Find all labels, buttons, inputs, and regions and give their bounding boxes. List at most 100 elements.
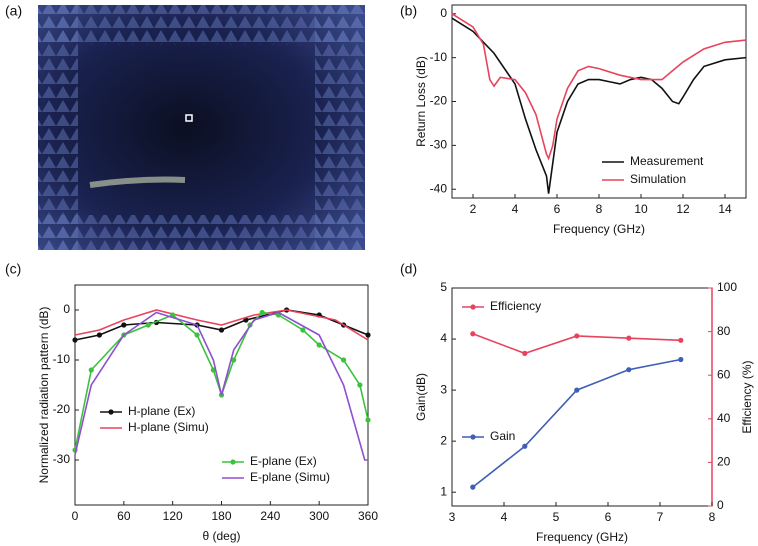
panel-label: (a) — [5, 3, 22, 19]
series-marker — [626, 367, 632, 373]
legend-marker — [108, 409, 114, 415]
y-axis-label: Return Loss (dB) — [414, 56, 428, 147]
series-marker — [470, 484, 476, 490]
y-tick-label: -40 — [430, 181, 448, 195]
y2-tick-label: 100 — [717, 280, 737, 294]
series-marker — [145, 322, 151, 328]
legend-label: Efficiency — [490, 299, 541, 313]
series-line — [74, 311, 368, 461]
series-marker — [470, 331, 476, 337]
series-marker — [678, 356, 684, 363]
series-marker — [194, 332, 200, 338]
series-marker — [357, 382, 363, 388]
legend-marker — [470, 434, 476, 440]
photo-background — [38, 5, 365, 250]
antenna — [185, 114, 193, 122]
y-axis-label: Gain(dB) — [414, 373, 428, 421]
legend-label: E-plane (Simu) — [250, 470, 330, 484]
y-tick-label: 0 — [440, 6, 447, 20]
y2-tick-label: 80 — [717, 324, 731, 338]
series-marker — [365, 417, 371, 423]
x-tick-label: 240 — [260, 509, 280, 523]
y-tick-label: -20 — [430, 94, 448, 108]
x-tick-label: 0 — [72, 509, 79, 523]
series-marker — [121, 322, 127, 328]
cable — [89, 176, 186, 188]
series-marker — [231, 357, 237, 363]
series-marker — [522, 350, 528, 356]
x-tick-label: 7 — [657, 510, 664, 524]
y-axis-label: Normalized radiation pattern (dB) — [37, 307, 51, 484]
series-marker — [218, 327, 225, 333]
series-marker — [678, 337, 684, 343]
x-tick-label: 120 — [163, 509, 183, 523]
series-marker — [316, 342, 322, 348]
series-line — [472, 358, 681, 488]
legend-label: H-plane (Simu) — [128, 420, 209, 434]
series-marker — [574, 333, 580, 339]
x-tick-label: 60 — [117, 509, 131, 523]
y-tick-label: 0 — [63, 302, 70, 316]
legend-marker — [230, 459, 236, 465]
panel-label: (d) — [400, 261, 417, 277]
series-marker — [340, 357, 347, 363]
y2-axis-label: Efficiency (%) — [740, 360, 754, 433]
x-tick-label: 4 — [512, 202, 519, 216]
x-tick-label: 5 — [553, 510, 560, 524]
series-marker — [96, 332, 103, 338]
x-tick-label: 4 — [501, 510, 508, 524]
legend-label: E-plane (Ex) — [250, 454, 317, 468]
x-tick-label: 3 — [449, 510, 456, 524]
y-tick-label: 2 — [440, 433, 447, 447]
series-marker — [300, 327, 306, 333]
series-marker — [259, 309, 265, 316]
y2-tick-label: 0 — [717, 498, 724, 512]
x-axis-label: Frequency (GHz) — [536, 530, 628, 544]
panel-label: (b) — [400, 3, 417, 19]
y-tick-label: -10 — [53, 352, 71, 366]
photo-cones — [38, 5, 78, 250]
x-tick-label: 6 — [554, 202, 561, 216]
x-tick-label: 8 — [709, 510, 716, 524]
y-tick-label: -30 — [53, 452, 71, 466]
legend-label: Gain — [490, 429, 515, 443]
x-tick-label: 6 — [605, 510, 612, 524]
series-marker — [574, 387, 580, 393]
photo-cones — [38, 215, 365, 250]
legend-marker — [470, 304, 476, 310]
x-axis-label: θ (deg) — [202, 529, 240, 543]
x-tick-label: 14 — [718, 202, 732, 216]
series-marker — [522, 443, 528, 449]
y-tick-label: 3 — [440, 382, 447, 396]
photo — [38, 5, 365, 250]
series-line — [451, 17, 747, 194]
y-tick-label: -20 — [53, 402, 71, 416]
legend-label: Simulation — [630, 172, 686, 186]
x-tick-label: 10 — [634, 202, 648, 216]
x-tick-label: 360 — [358, 509, 378, 523]
series-marker — [365, 332, 371, 338]
series-marker — [626, 335, 632, 341]
y2-tick-label: 60 — [717, 367, 731, 381]
photo-cones — [38, 5, 365, 45]
series-line — [74, 311, 369, 451]
y2-tick-label: 20 — [717, 455, 731, 469]
x-tick-label: 12 — [676, 202, 690, 216]
x-axis-label: Frequency (GHz) — [553, 222, 645, 236]
series-marker — [72, 337, 78, 343]
x-tick-label: 2 — [470, 202, 477, 216]
x-tick-label: 300 — [309, 509, 329, 523]
legend-label: Measurement — [630, 154, 704, 168]
y-tick-label: 4 — [440, 331, 447, 345]
y2-tick-label: 40 — [717, 411, 731, 425]
x-tick-label: 8 — [596, 202, 603, 216]
photo-cones — [315, 5, 365, 250]
series-line — [451, 13, 747, 161]
y-tick-label: 1 — [440, 484, 447, 498]
panel-label: (c) — [5, 261, 21, 277]
plot-frame — [451, 4, 747, 199]
y-tick-label: -10 — [430, 50, 448, 64]
y-tick-label: -30 — [430, 138, 448, 152]
series-line — [74, 309, 369, 341]
